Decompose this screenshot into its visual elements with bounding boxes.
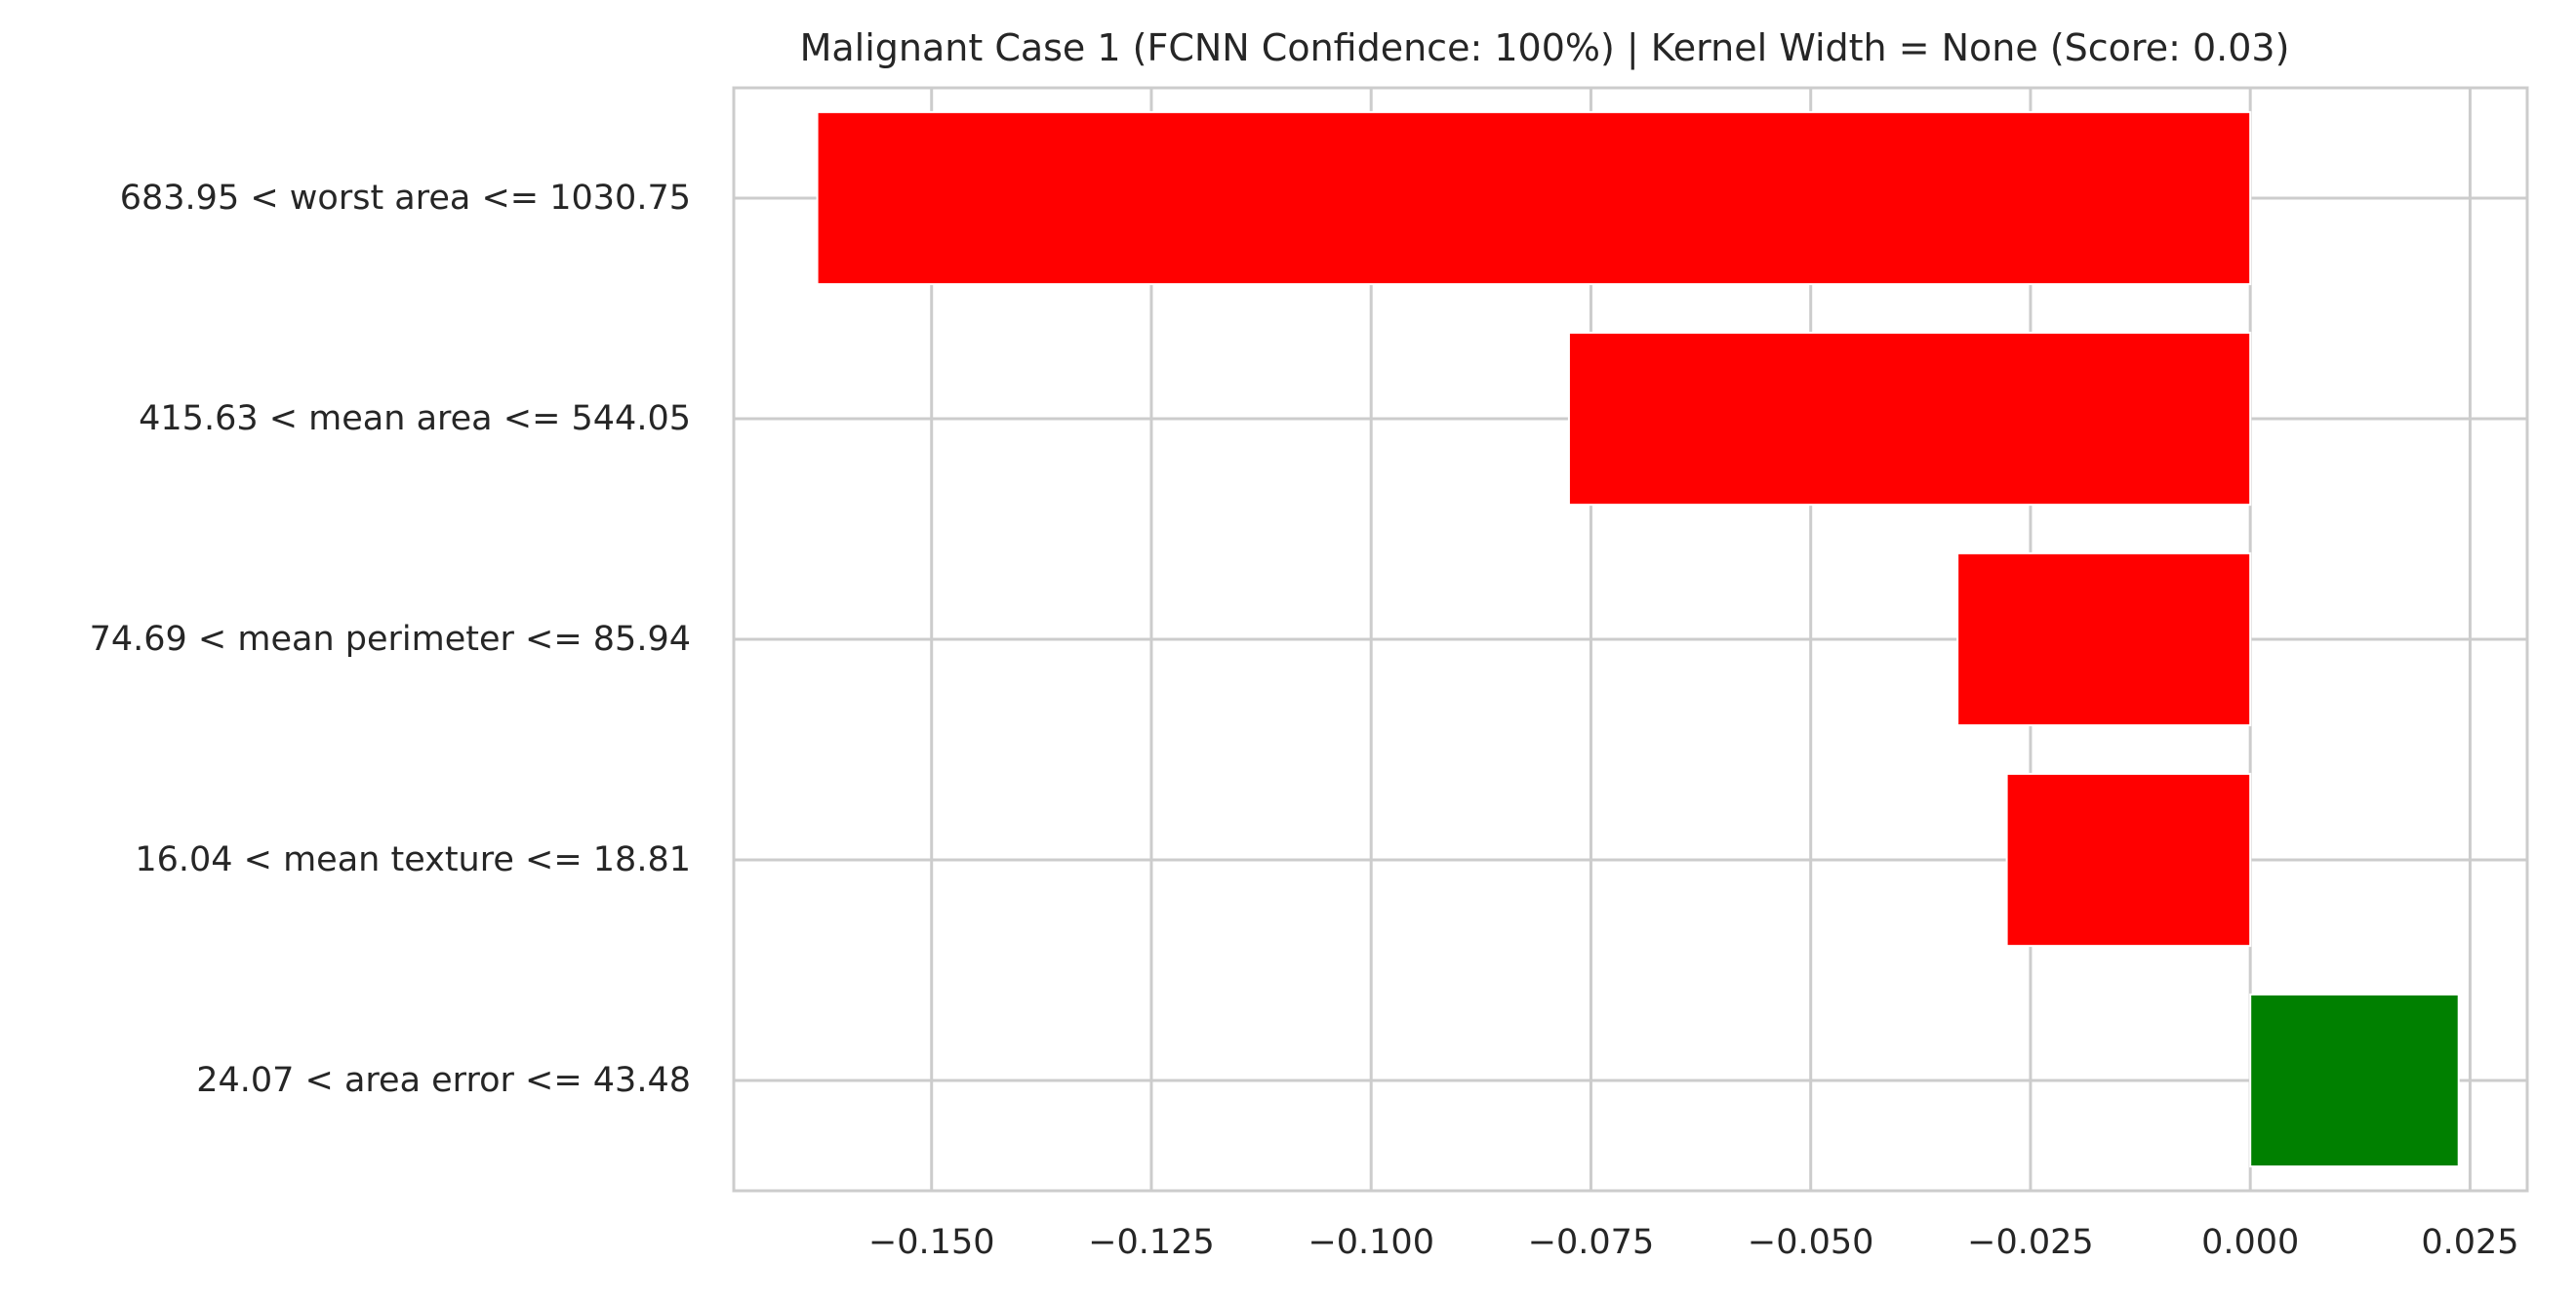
x-tick-label: −0.125 bbox=[1088, 1223, 1215, 1262]
bar bbox=[816, 110, 2252, 286]
y-tick-label: 74.69 < mean perimeter <= 85.94 bbox=[90, 620, 691, 659]
y-tick-label: 683.95 < worst area <= 1030.75 bbox=[120, 179, 691, 218]
x-tick-label: −0.025 bbox=[1967, 1223, 2094, 1262]
bar bbox=[2005, 772, 2252, 948]
x-tick-label: −0.075 bbox=[1528, 1223, 1655, 1262]
bars-layer bbox=[816, 110, 2460, 1168]
chart-title: Malignant Case 1 (FCNN Confidence: 100%)… bbox=[800, 26, 2290, 70]
x-tick-label: 0.025 bbox=[2421, 1223, 2518, 1262]
x-tick-label: −0.150 bbox=[868, 1223, 995, 1262]
x-tick-label: −0.100 bbox=[1308, 1223, 1434, 1262]
y-tick-label: 415.63 < mean area <= 544.05 bbox=[139, 399, 691, 438]
bar bbox=[2249, 993, 2460, 1168]
y-tick-label: 16.04 < mean texture <= 18.81 bbox=[135, 840, 691, 879]
x-axis-labels: −0.150 −0.125 −0.100 −0.075 −0.050 −0.025 0.00… bbox=[868, 1223, 2519, 1262]
y-axis-labels: 683.95 < worst area <= 1030.75 415.63 < m… bbox=[90, 179, 691, 1100]
bar bbox=[1956, 551, 2252, 727]
y-tick-label: 24.07 < area error <= 43.48 bbox=[196, 1061, 691, 1100]
plot-frame bbox=[732, 86, 2529, 1193]
bar bbox=[1567, 331, 2252, 507]
x-tick-label: 0.000 bbox=[2201, 1223, 2299, 1262]
x-tick-label: −0.050 bbox=[1748, 1223, 1874, 1262]
